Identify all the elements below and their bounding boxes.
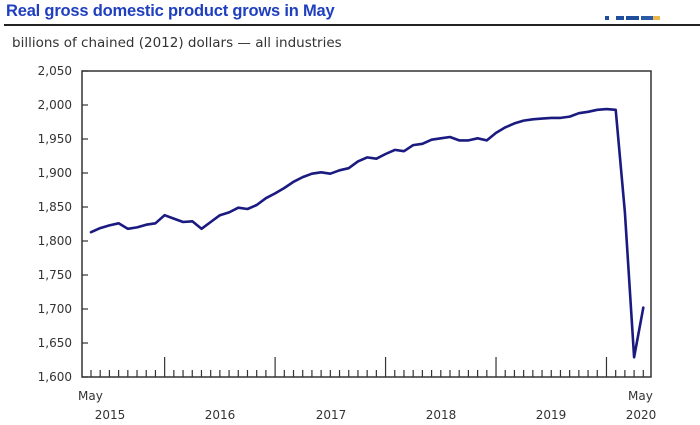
y-tick-label: 1,750: [38, 268, 72, 282]
chart-subtitle: billions of chained (2012) dollars — all…: [12, 35, 342, 51]
logo-icon: [605, 16, 660, 20]
x-end-month-label: May: [628, 389, 653, 403]
series-line: [89, 107, 645, 359]
y-axis: 1,600 1,650 1,700 1,750 1,800 1,850 1,900 1,950…: [38, 64, 88, 384]
y-tick-label: 1,650: [38, 336, 72, 350]
x-axis: May May 2015 2016 2017 2018 2019 2020: [78, 357, 656, 422]
x-year-label: 2015: [95, 408, 126, 422]
x-year-label: 2019: [536, 408, 567, 422]
y-tick-label: 2,000: [38, 98, 72, 112]
axes: [81, 70, 652, 378]
title-rule: [4, 24, 700, 26]
y-tick-label: 1,700: [38, 302, 72, 316]
x-year-label: 2017: [316, 408, 347, 422]
plot-frame: [81, 70, 652, 378]
x-start-month-label: May: [78, 389, 103, 403]
y-tick-label: 1,850: [38, 200, 72, 214]
y-tick-label: 1,900: [38, 166, 72, 180]
x-year-label: 2018: [426, 408, 457, 422]
y-tick-label: 2,050: [38, 64, 72, 78]
x-year-label: 2016: [205, 408, 236, 422]
series: [89, 107, 645, 359]
y-tick-label: 1,600: [38, 370, 72, 384]
y-tick-label: 1,800: [38, 234, 72, 248]
chart-title: Real gross domestic product grows in May: [6, 2, 335, 20]
y-tick-label: 1,950: [38, 132, 72, 146]
x-year-label: 2020: [626, 408, 657, 422]
